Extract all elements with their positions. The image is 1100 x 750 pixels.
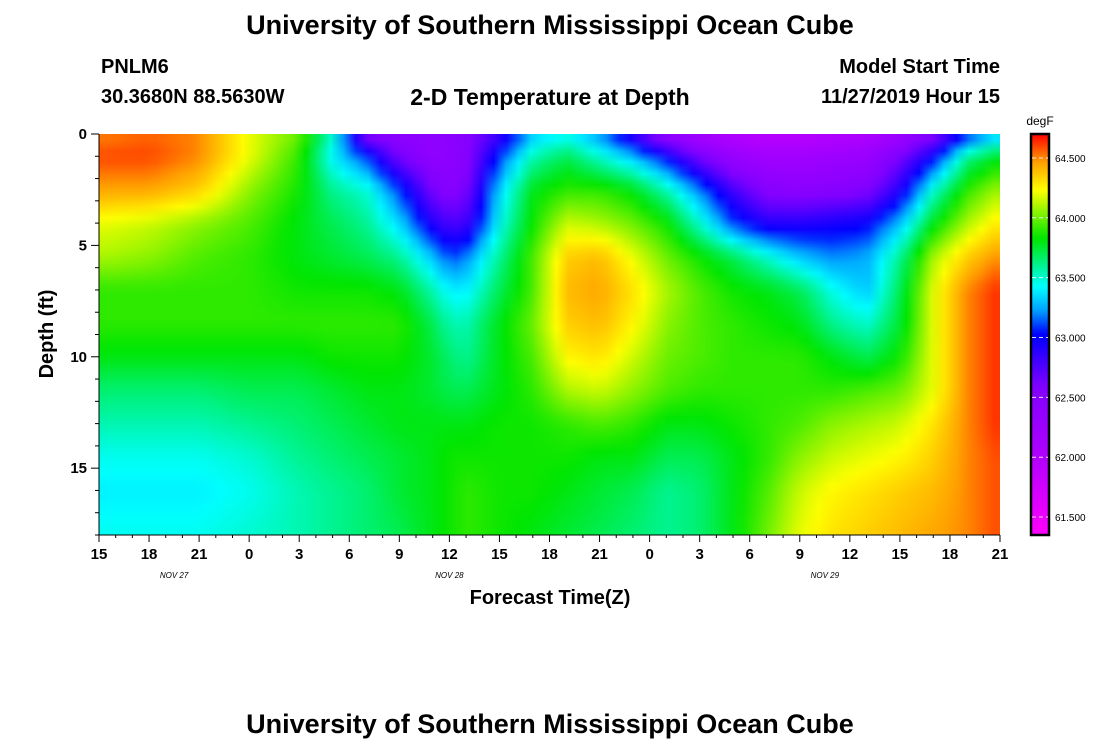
colorbar-tick-label: 62.000 [1055,453,1086,464]
x-tick-label: 0 [245,546,253,563]
x-tick-label: 12 [441,546,458,563]
x-tick-label: 15 [491,546,508,563]
x-tick-label: 18 [541,546,558,563]
date-label: NOV 28 [435,571,464,580]
x-tick-label: 15 [892,546,909,563]
date-label: NOV 29 [811,571,840,580]
model-start-label: Model Start Time [839,56,1000,78]
colorbar-gradient [1031,134,1049,535]
x-tick-label: 9 [796,546,804,563]
y-axis-label: Depth (ft) [36,290,58,379]
x-tick-label: 18 [942,546,959,563]
x-tick-label: 6 [345,546,353,563]
colorbar-unit-label: degF [1026,114,1053,128]
x-tick-label: 21 [591,546,608,563]
x-tick-label: 12 [841,546,858,563]
x-tick-label: 21 [191,546,208,563]
x-tick-label: 3 [695,546,703,563]
y-tick-label: 15 [70,460,87,477]
colorbar-tick-label: 64.500 [1055,154,1086,165]
page-title: University of Southern Mississippi Ocean… [246,10,854,40]
chart-subtitle: 2-D Temperature at Depth [410,84,690,110]
colorbar-frame [1029,132,1051,537]
x-tick-label: 21 [992,546,1009,563]
x-tick-label: 6 [746,546,754,563]
model-start-value: 11/27/2019 Hour 15 [820,86,1000,108]
y-axis: 0 5 10 15 [70,126,100,536]
x-tick-label: 15 [91,546,108,563]
x-tick-label: 9 [395,546,403,563]
colorbar: degF 61.500 62.000 62.500 63.000 63.500 64.00… [1026,114,1086,537]
colorbar-tick-label: 63.000 [1055,333,1086,344]
colorbar-tick-label: 62.500 [1055,393,1086,404]
y-tick-label: 0 [79,126,87,143]
y-tick-label: 10 [70,349,87,366]
footer-title: University of Southern Mississippi Ocean… [246,709,854,739]
x-axis-label: Forecast Time(Z) [470,587,631,609]
x-tick-label: 3 [295,546,303,563]
colorbar-tick-label: 63.500 [1055,274,1086,285]
station-coords: 30.3680N 88.5630W [101,86,285,108]
colorbar-tick-label: 61.500 [1055,513,1086,524]
date-label: NOV 27 [160,571,189,580]
y-tick-label: 5 [79,237,87,254]
colorbar-tick-label: 64.000 [1055,214,1086,225]
heatmap-raster [99,134,1000,535]
station-id: PNLM6 [101,56,169,78]
x-tick-label: 0 [645,546,653,563]
x-tick-label: 18 [141,546,158,563]
